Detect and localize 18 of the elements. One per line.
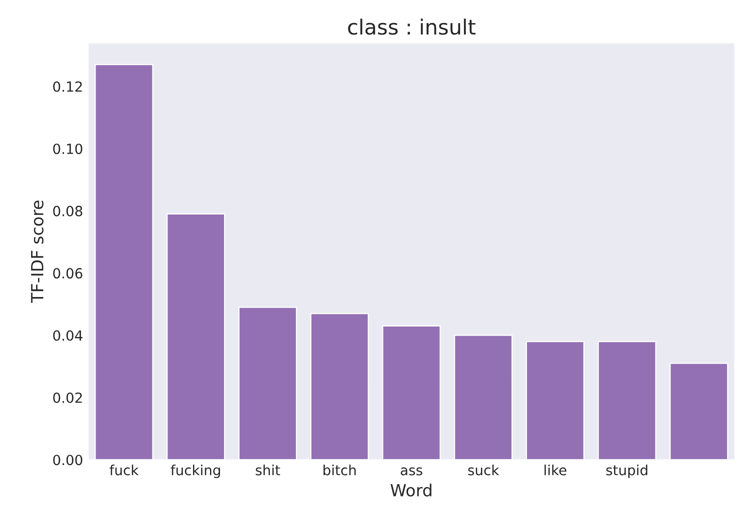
- x-tick-label: suck: [468, 464, 500, 476]
- y-axis-title: TF-IDF score: [31, 200, 44, 303]
- y-tick-label: 0.00: [53, 454, 82, 466]
- x-tick-label: bitch: [324, 464, 356, 476]
- x-tick-label: like: [544, 464, 566, 476]
- x-tick-label: shit: [256, 464, 280, 476]
- x-tick-label: fuck: [110, 464, 139, 476]
- y-tick-label: 0.12: [53, 81, 82, 92]
- x-tick-label: stupid: [606, 464, 648, 478]
- y-tick-label: 0.06: [53, 268, 82, 279]
- chart-title: class : insult: [348, 18, 476, 35]
- x-tick-label: fucking: [170, 464, 220, 478]
- y-tick-label: 0.10: [53, 144, 82, 154]
- y-tick-label: 0.02: [53, 392, 82, 403]
- x-tick-label: ass: [400, 467, 422, 476]
- y-tick-label: 0.08: [53, 206, 82, 216]
- x-axis-title: Word: [390, 484, 432, 497]
- y-tick-label: 0.04: [53, 330, 82, 341]
